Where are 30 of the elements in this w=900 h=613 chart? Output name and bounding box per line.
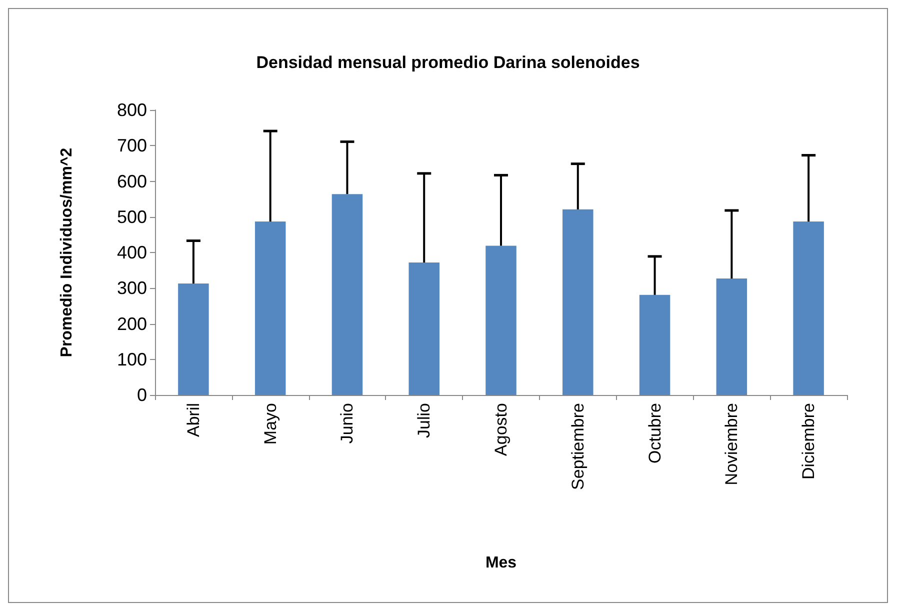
bar — [332, 194, 363, 395]
x-tick-label: Noviembre — [722, 403, 742, 486]
bar — [793, 222, 824, 395]
y-tick-label: 600 — [116, 171, 147, 192]
x-tick-label: Agosto — [492, 403, 510, 456]
chart-title: Densidad mensual promedio Darina solenoides — [256, 53, 640, 72]
bar — [639, 294, 670, 395]
bar — [178, 283, 209, 395]
x-tick-label: Septiembre — [568, 403, 588, 490]
y-tick-label: 400 — [116, 242, 147, 262]
x-tick-label: Junio — [338, 403, 357, 444]
y-tick-label: 500 — [116, 206, 147, 227]
x-tick-label: Diciembre — [799, 403, 818, 480]
bar — [562, 209, 594, 395]
x-tick-label: Abril — [184, 403, 203, 438]
y-tick-label: 100 — [116, 349, 147, 370]
bar — [716, 278, 748, 395]
y-tick-label: 0 — [136, 385, 147, 405]
y-tick-label: 800 — [116, 100, 147, 120]
x-tick-label: Octubre — [645, 403, 664, 464]
y-tick-label: 700 — [116, 136, 147, 156]
bar — [254, 222, 286, 395]
bar — [408, 262, 440, 395]
x-tick-label: Julio — [414, 403, 434, 438]
x-axis-title: Mes — [485, 554, 517, 572]
y-tick-label: 200 — [116, 314, 147, 334]
x-tick-label: Mayo — [260, 403, 280, 445]
y-axis-title: Promedio Individuos/mm^2 — [58, 148, 76, 358]
y-tick-label: 300 — [116, 278, 147, 298]
bar — [486, 246, 516, 395]
